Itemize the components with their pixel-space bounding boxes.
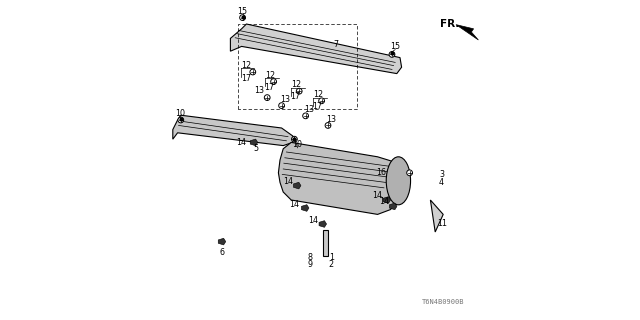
- Text: 10: 10: [175, 109, 185, 118]
- Polygon shape: [173, 115, 292, 146]
- Text: 9: 9: [307, 260, 312, 269]
- Text: 13: 13: [326, 115, 336, 124]
- Text: 4: 4: [439, 178, 444, 187]
- Text: 13: 13: [280, 95, 290, 104]
- Circle shape: [303, 113, 308, 119]
- Ellipse shape: [386, 157, 411, 205]
- Text: 12: 12: [314, 90, 323, 99]
- Text: 13: 13: [254, 86, 264, 95]
- Circle shape: [240, 15, 246, 20]
- Text: 8: 8: [307, 253, 312, 262]
- Text: T6N4B0900B: T6N4B0900B: [422, 300, 465, 305]
- Circle shape: [296, 88, 302, 94]
- Text: FR.: FR.: [440, 19, 460, 29]
- Circle shape: [178, 117, 184, 123]
- Text: 12: 12: [291, 80, 301, 89]
- Circle shape: [325, 123, 331, 128]
- Polygon shape: [383, 197, 390, 203]
- Text: 17: 17: [290, 92, 300, 101]
- Text: 12: 12: [266, 71, 275, 80]
- Text: 14: 14: [283, 177, 293, 186]
- Text: 17: 17: [264, 83, 275, 92]
- Text: 17: 17: [241, 74, 251, 83]
- Text: 13: 13: [304, 105, 314, 114]
- Polygon shape: [389, 203, 397, 210]
- Circle shape: [407, 170, 413, 176]
- Circle shape: [292, 136, 297, 142]
- Circle shape: [319, 98, 324, 104]
- Polygon shape: [319, 221, 326, 227]
- Text: 6: 6: [220, 248, 225, 257]
- Text: 15: 15: [237, 7, 248, 16]
- Polygon shape: [230, 24, 402, 74]
- Polygon shape: [456, 25, 479, 40]
- Polygon shape: [323, 230, 328, 256]
- Text: 2: 2: [328, 260, 334, 269]
- Text: 5: 5: [253, 144, 259, 153]
- Text: 3: 3: [439, 170, 444, 179]
- Circle shape: [279, 103, 285, 108]
- Text: 14: 14: [237, 138, 246, 147]
- Text: 1: 1: [329, 253, 333, 262]
- Polygon shape: [301, 205, 309, 211]
- Polygon shape: [250, 139, 258, 146]
- Polygon shape: [293, 182, 301, 189]
- Text: 15: 15: [390, 42, 400, 51]
- Text: 14: 14: [372, 191, 383, 200]
- Text: 14: 14: [379, 197, 389, 206]
- Text: 17: 17: [312, 102, 323, 111]
- Text: 14: 14: [289, 200, 300, 209]
- Text: 16: 16: [376, 168, 386, 177]
- Circle shape: [389, 52, 395, 57]
- Text: 11: 11: [437, 220, 447, 228]
- Text: 14: 14: [308, 216, 318, 225]
- Text: 7: 7: [333, 40, 339, 49]
- Polygon shape: [278, 142, 406, 214]
- Circle shape: [250, 69, 256, 75]
- Polygon shape: [430, 200, 443, 232]
- Circle shape: [264, 95, 270, 100]
- Text: 12: 12: [241, 61, 252, 70]
- Polygon shape: [218, 238, 226, 245]
- Circle shape: [271, 79, 276, 84]
- Text: 10: 10: [292, 140, 303, 149]
